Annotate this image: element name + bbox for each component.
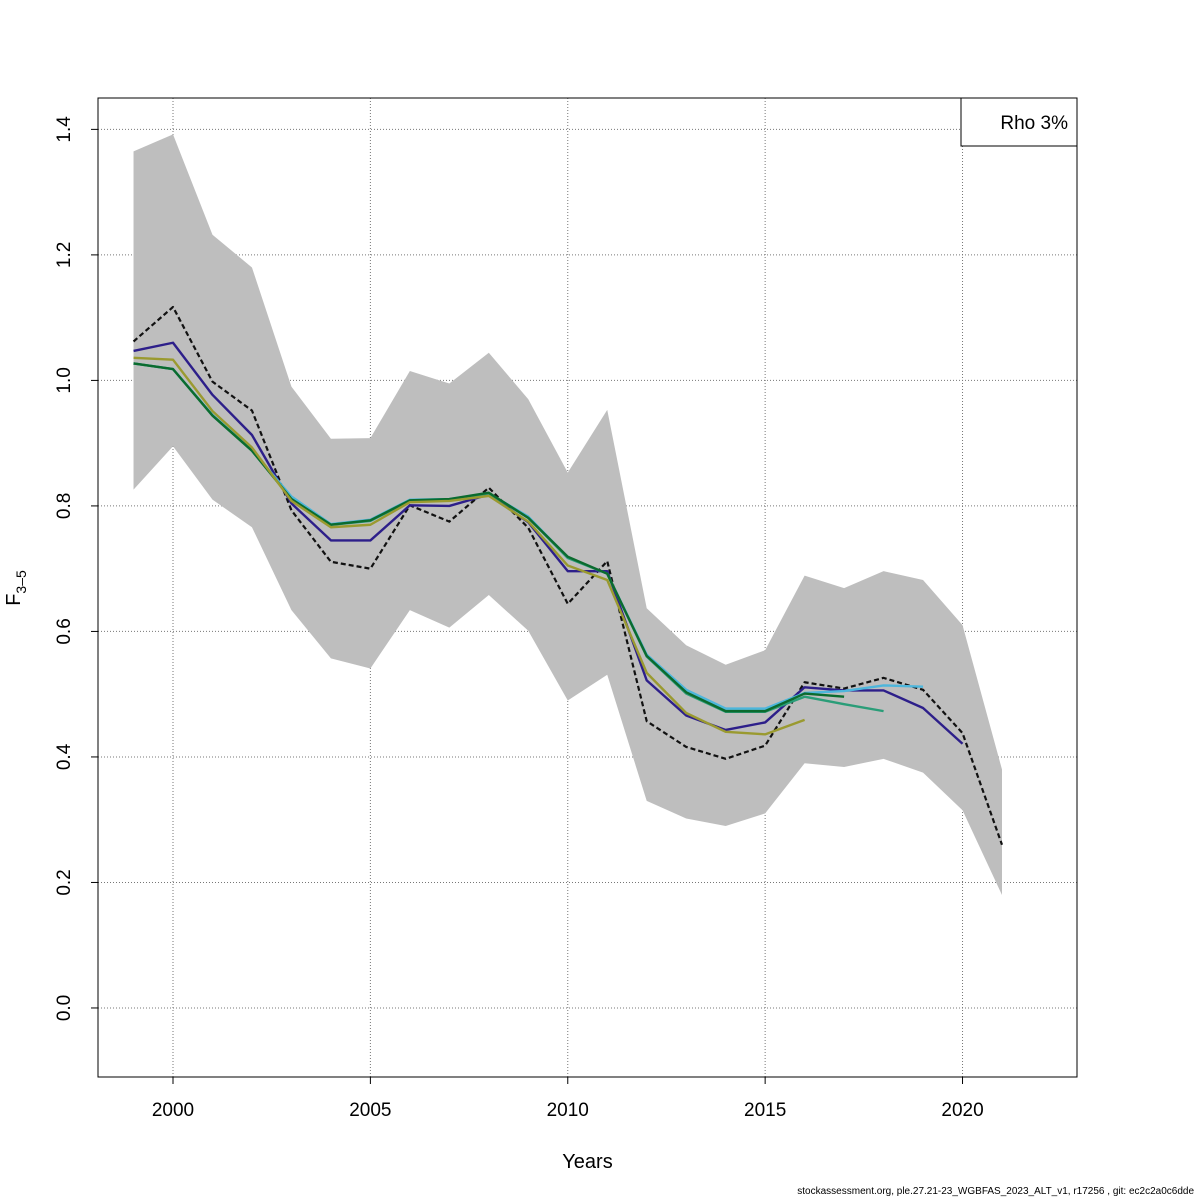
y-tick-label-2: 0.4 (54, 743, 75, 770)
y-tick-label-1: 0.2 (54, 869, 75, 895)
footer-credit: stockassessment.org, ple.27.21-23_WGBFAS… (797, 1186, 1194, 1197)
y-axis-ticks: 0.0 0.2 0.4 0.6 0.8 1.0 1.2 1.4 (54, 116, 98, 1021)
svg-text:F3–5: F3–5 (3, 570, 29, 606)
series-line-1 (132, 305, 1004, 846)
x-tick-label-2015: 2015 (744, 1100, 786, 1121)
legend-box: Rho 3% (960, 97, 1078, 147)
y-axis-title-main: F (3, 594, 25, 606)
y-tick-label-6: 1.2 (54, 242, 75, 268)
y-axis-title-subscript: 3–5 (13, 570, 29, 594)
series-lines-layer (132, 305, 1004, 846)
x-axis-ticks: 2000 2005 2010 2015 2020 (152, 1077, 984, 1121)
plot-frame (97, 97, 1078, 1078)
x-tick-label-2000: 2000 (152, 1100, 194, 1121)
y-tick-label-4: 0.8 (54, 493, 75, 519)
y-tick-label-5: 1.0 (54, 367, 75, 393)
y-axis-title: F3–5 (3, 570, 29, 606)
series-line-2 (133, 341, 964, 745)
x-tick-label-2005: 2005 (349, 1100, 391, 1121)
legend-frame (960, 97, 1078, 147)
x-tick-label-2020: 2020 (941, 1100, 983, 1121)
y-tick-label-3: 0.6 (54, 618, 75, 644)
y-tick-label-0: 0.0 (54, 995, 75, 1021)
series-line-6 (133, 356, 806, 736)
y-tick-label-7: 1.4 (54, 116, 75, 143)
x-axis-title: Years (562, 1151, 612, 1173)
x-tick-label-2010: 2010 (547, 1100, 589, 1121)
legend-text: Rho 3% (1000, 113, 1068, 134)
series-line-5 (133, 362, 845, 713)
